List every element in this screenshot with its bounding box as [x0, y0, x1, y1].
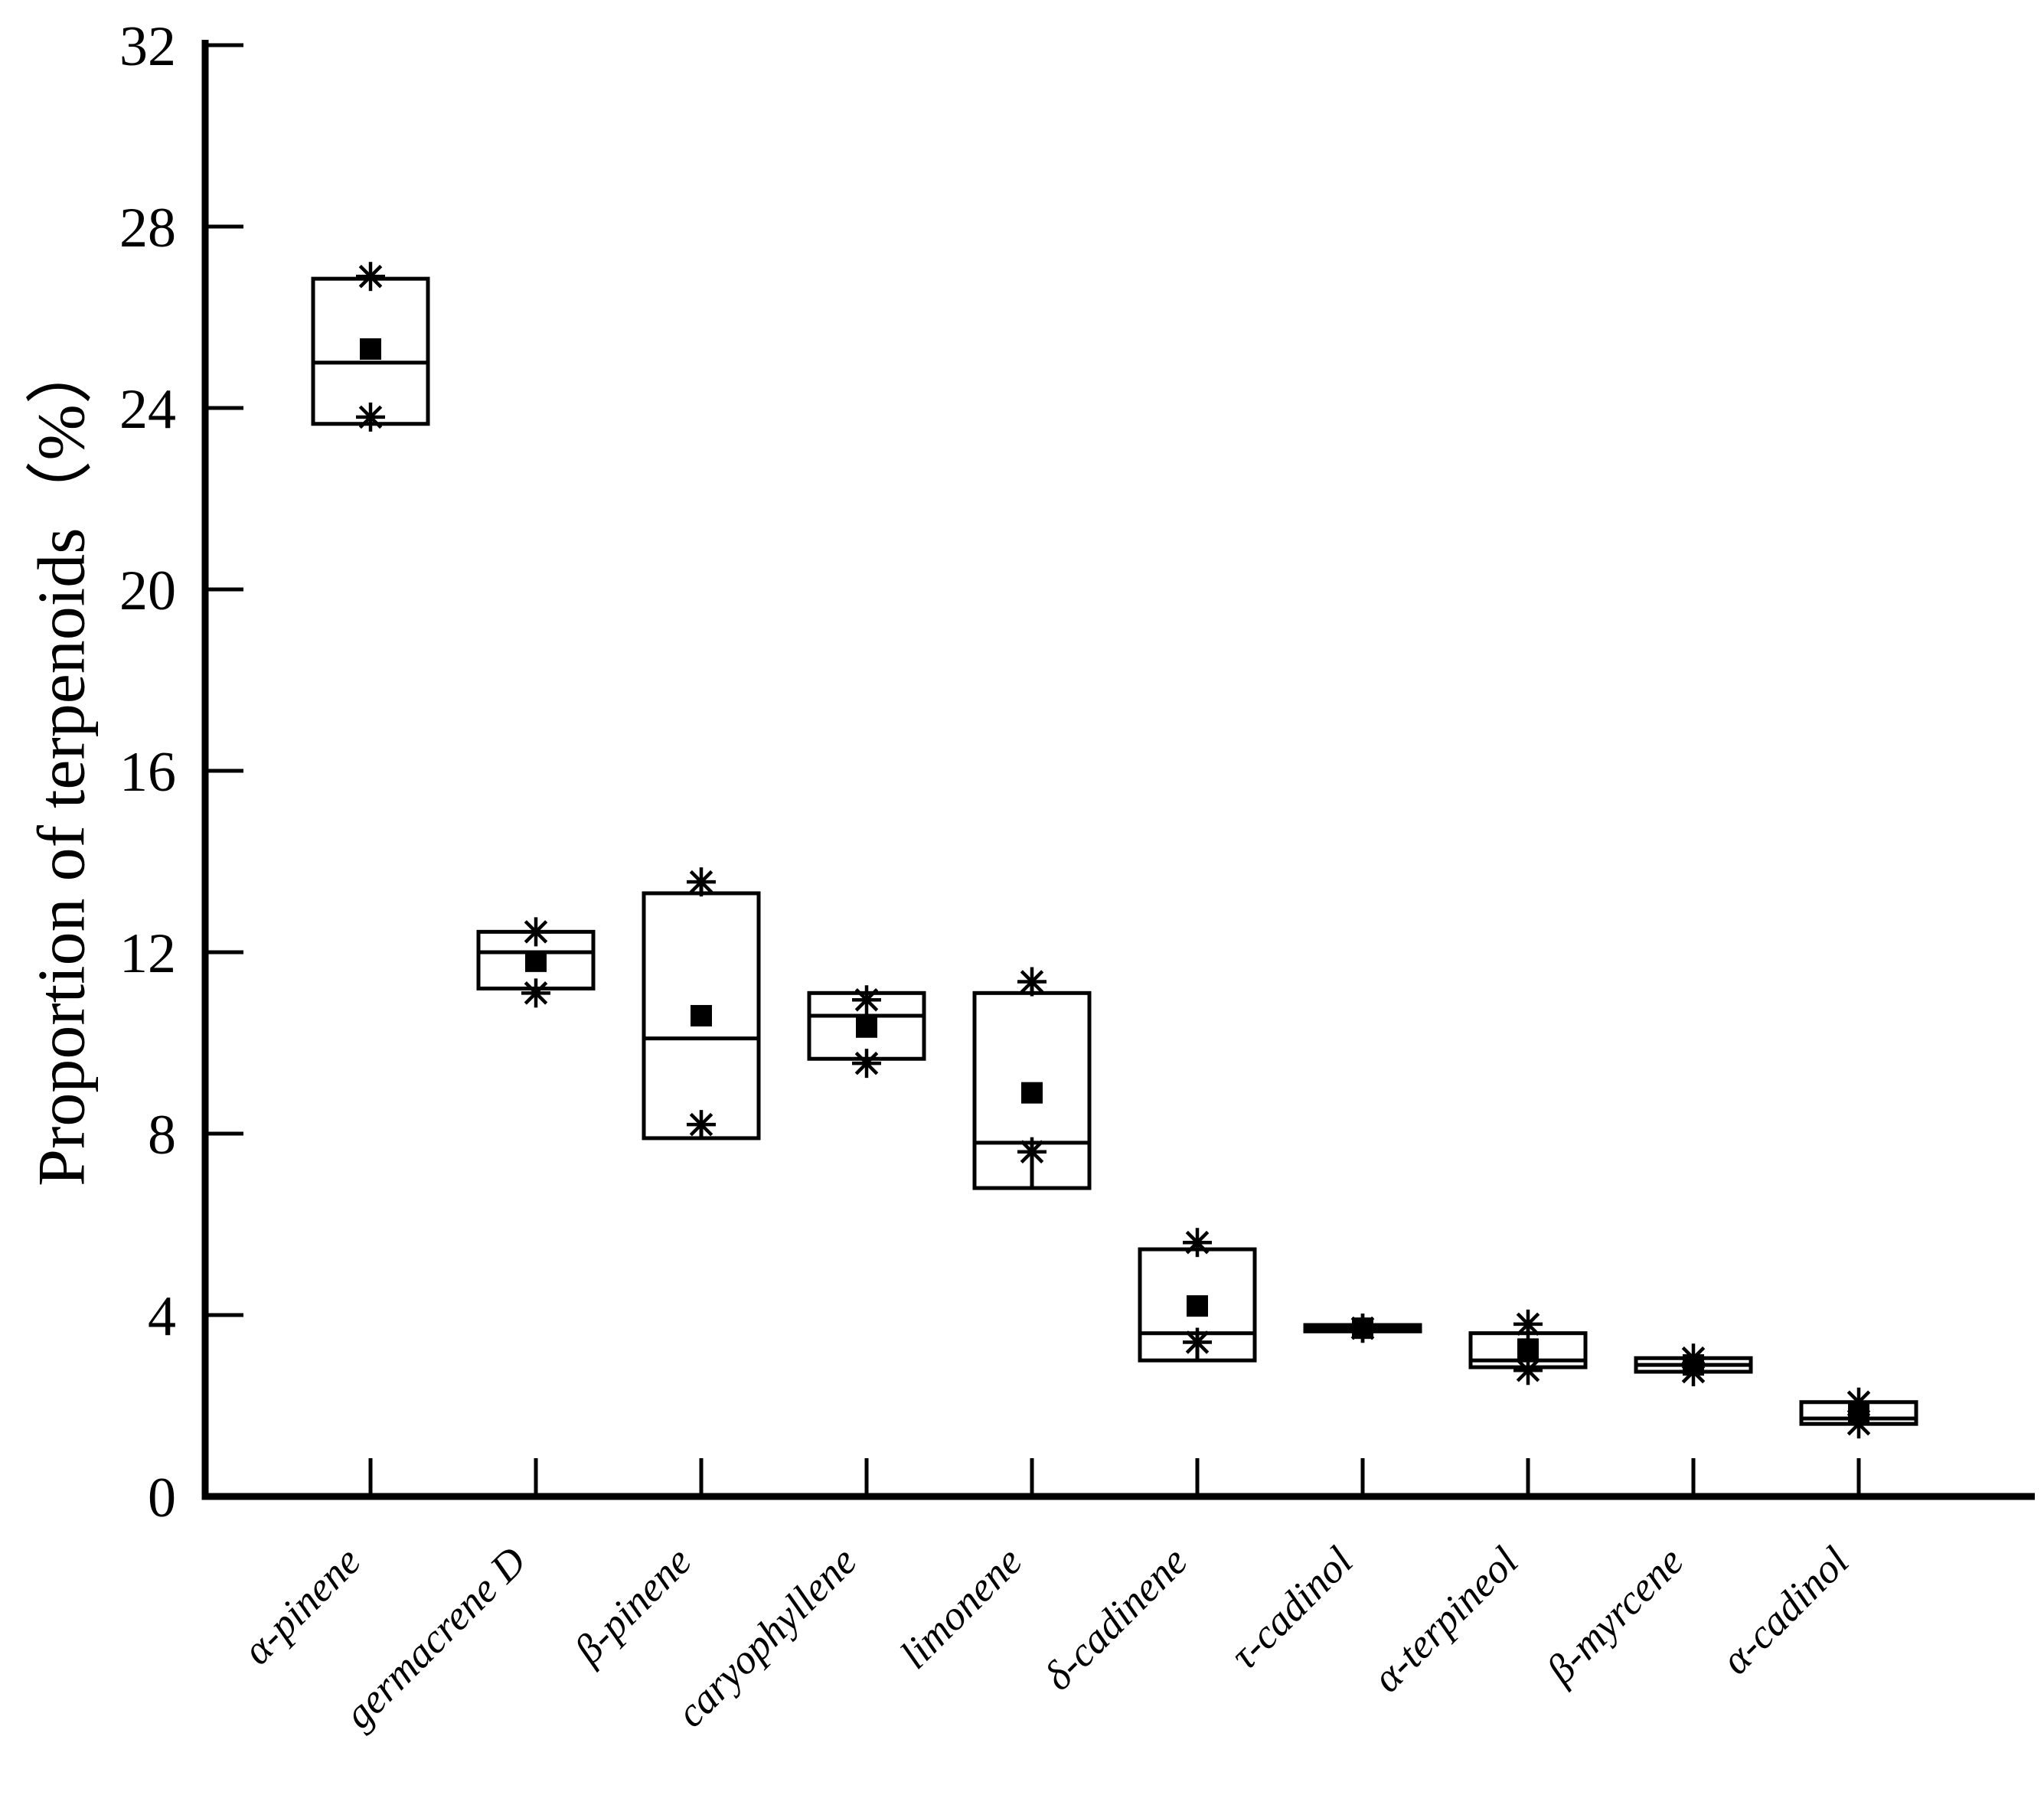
- box-α-pinene: [311, 262, 430, 432]
- y-tick-label: 16: [119, 741, 176, 804]
- mean-square-marker: [1021, 1082, 1043, 1104]
- y-tick-label: 28: [119, 197, 176, 259]
- y-axis-title: Proportion of terpenoids（%）: [24, 337, 100, 1186]
- y-tick-label: 20: [119, 560, 176, 622]
- y-tick-label: 24: [119, 378, 176, 441]
- box-α-cadinol: [1799, 1387, 1918, 1439]
- asterisk-marker: [852, 985, 881, 1015]
- mean-square-marker: [1352, 1317, 1373, 1340]
- asterisk-marker: [1017, 967, 1046, 997]
- x-category-label: α-pinene: [234, 1538, 370, 1673]
- mean-square-marker: [525, 950, 547, 972]
- box-α-terpineol: [1468, 1309, 1588, 1385]
- asterisk-marker: [687, 1110, 716, 1140]
- mean-square-marker: [1517, 1338, 1539, 1360]
- x-category-label: α-cadinol: [1713, 1538, 1858, 1683]
- box-δ-cadinene: [1138, 1228, 1257, 1363]
- y-tick-label: 12: [119, 922, 176, 985]
- asterisk-marker: [687, 867, 716, 897]
- box-β-myrcene: [1634, 1343, 1753, 1387]
- box-germacrene D: [476, 917, 596, 1008]
- asterisk-marker: [1513, 1309, 1543, 1339]
- x-category-label: limonene: [891, 1538, 1030, 1677]
- asterisk-marker: [1017, 1137, 1046, 1167]
- x-category-label: τ-cadinol: [1221, 1538, 1361, 1678]
- mean-square-marker: [1683, 1354, 1704, 1376]
- asterisk-marker: [356, 402, 385, 432]
- mean-square-marker: [691, 1004, 712, 1026]
- asterisk-marker: [1183, 1327, 1212, 1357]
- mean-square-marker: [1848, 1402, 1869, 1424]
- asterisk-marker: [852, 1049, 881, 1079]
- x-category-label: β-pinene: [565, 1538, 700, 1673]
- mean-square-marker: [360, 338, 381, 360]
- box-β-pinene: [642, 867, 761, 1141]
- box-τ-cadinol: [1303, 1314, 1422, 1343]
- y-tick-label: 0: [148, 1467, 176, 1529]
- asterisk-marker: [356, 262, 385, 292]
- x-category-label: β-myrcene: [1537, 1538, 1693, 1693]
- asterisk-marker: [521, 978, 550, 1008]
- asterisk-marker: [521, 917, 550, 947]
- mean-square-marker: [856, 1016, 877, 1038]
- asterisk-marker: [1513, 1356, 1543, 1385]
- x-category-label: α-terpineol: [1363, 1538, 1526, 1701]
- mean-square-marker: [1187, 1295, 1208, 1317]
- asterisk-marker: [1183, 1228, 1212, 1258]
- box-limonene: [972, 967, 1092, 1190]
- box-caryophyllene: [807, 985, 926, 1079]
- y-tick-label: 8: [148, 1104, 176, 1167]
- y-tick-label: 4: [148, 1285, 176, 1348]
- y-tick-label: 32: [119, 15, 176, 78]
- x-category-label: δ-cadinene: [1035, 1538, 1197, 1699]
